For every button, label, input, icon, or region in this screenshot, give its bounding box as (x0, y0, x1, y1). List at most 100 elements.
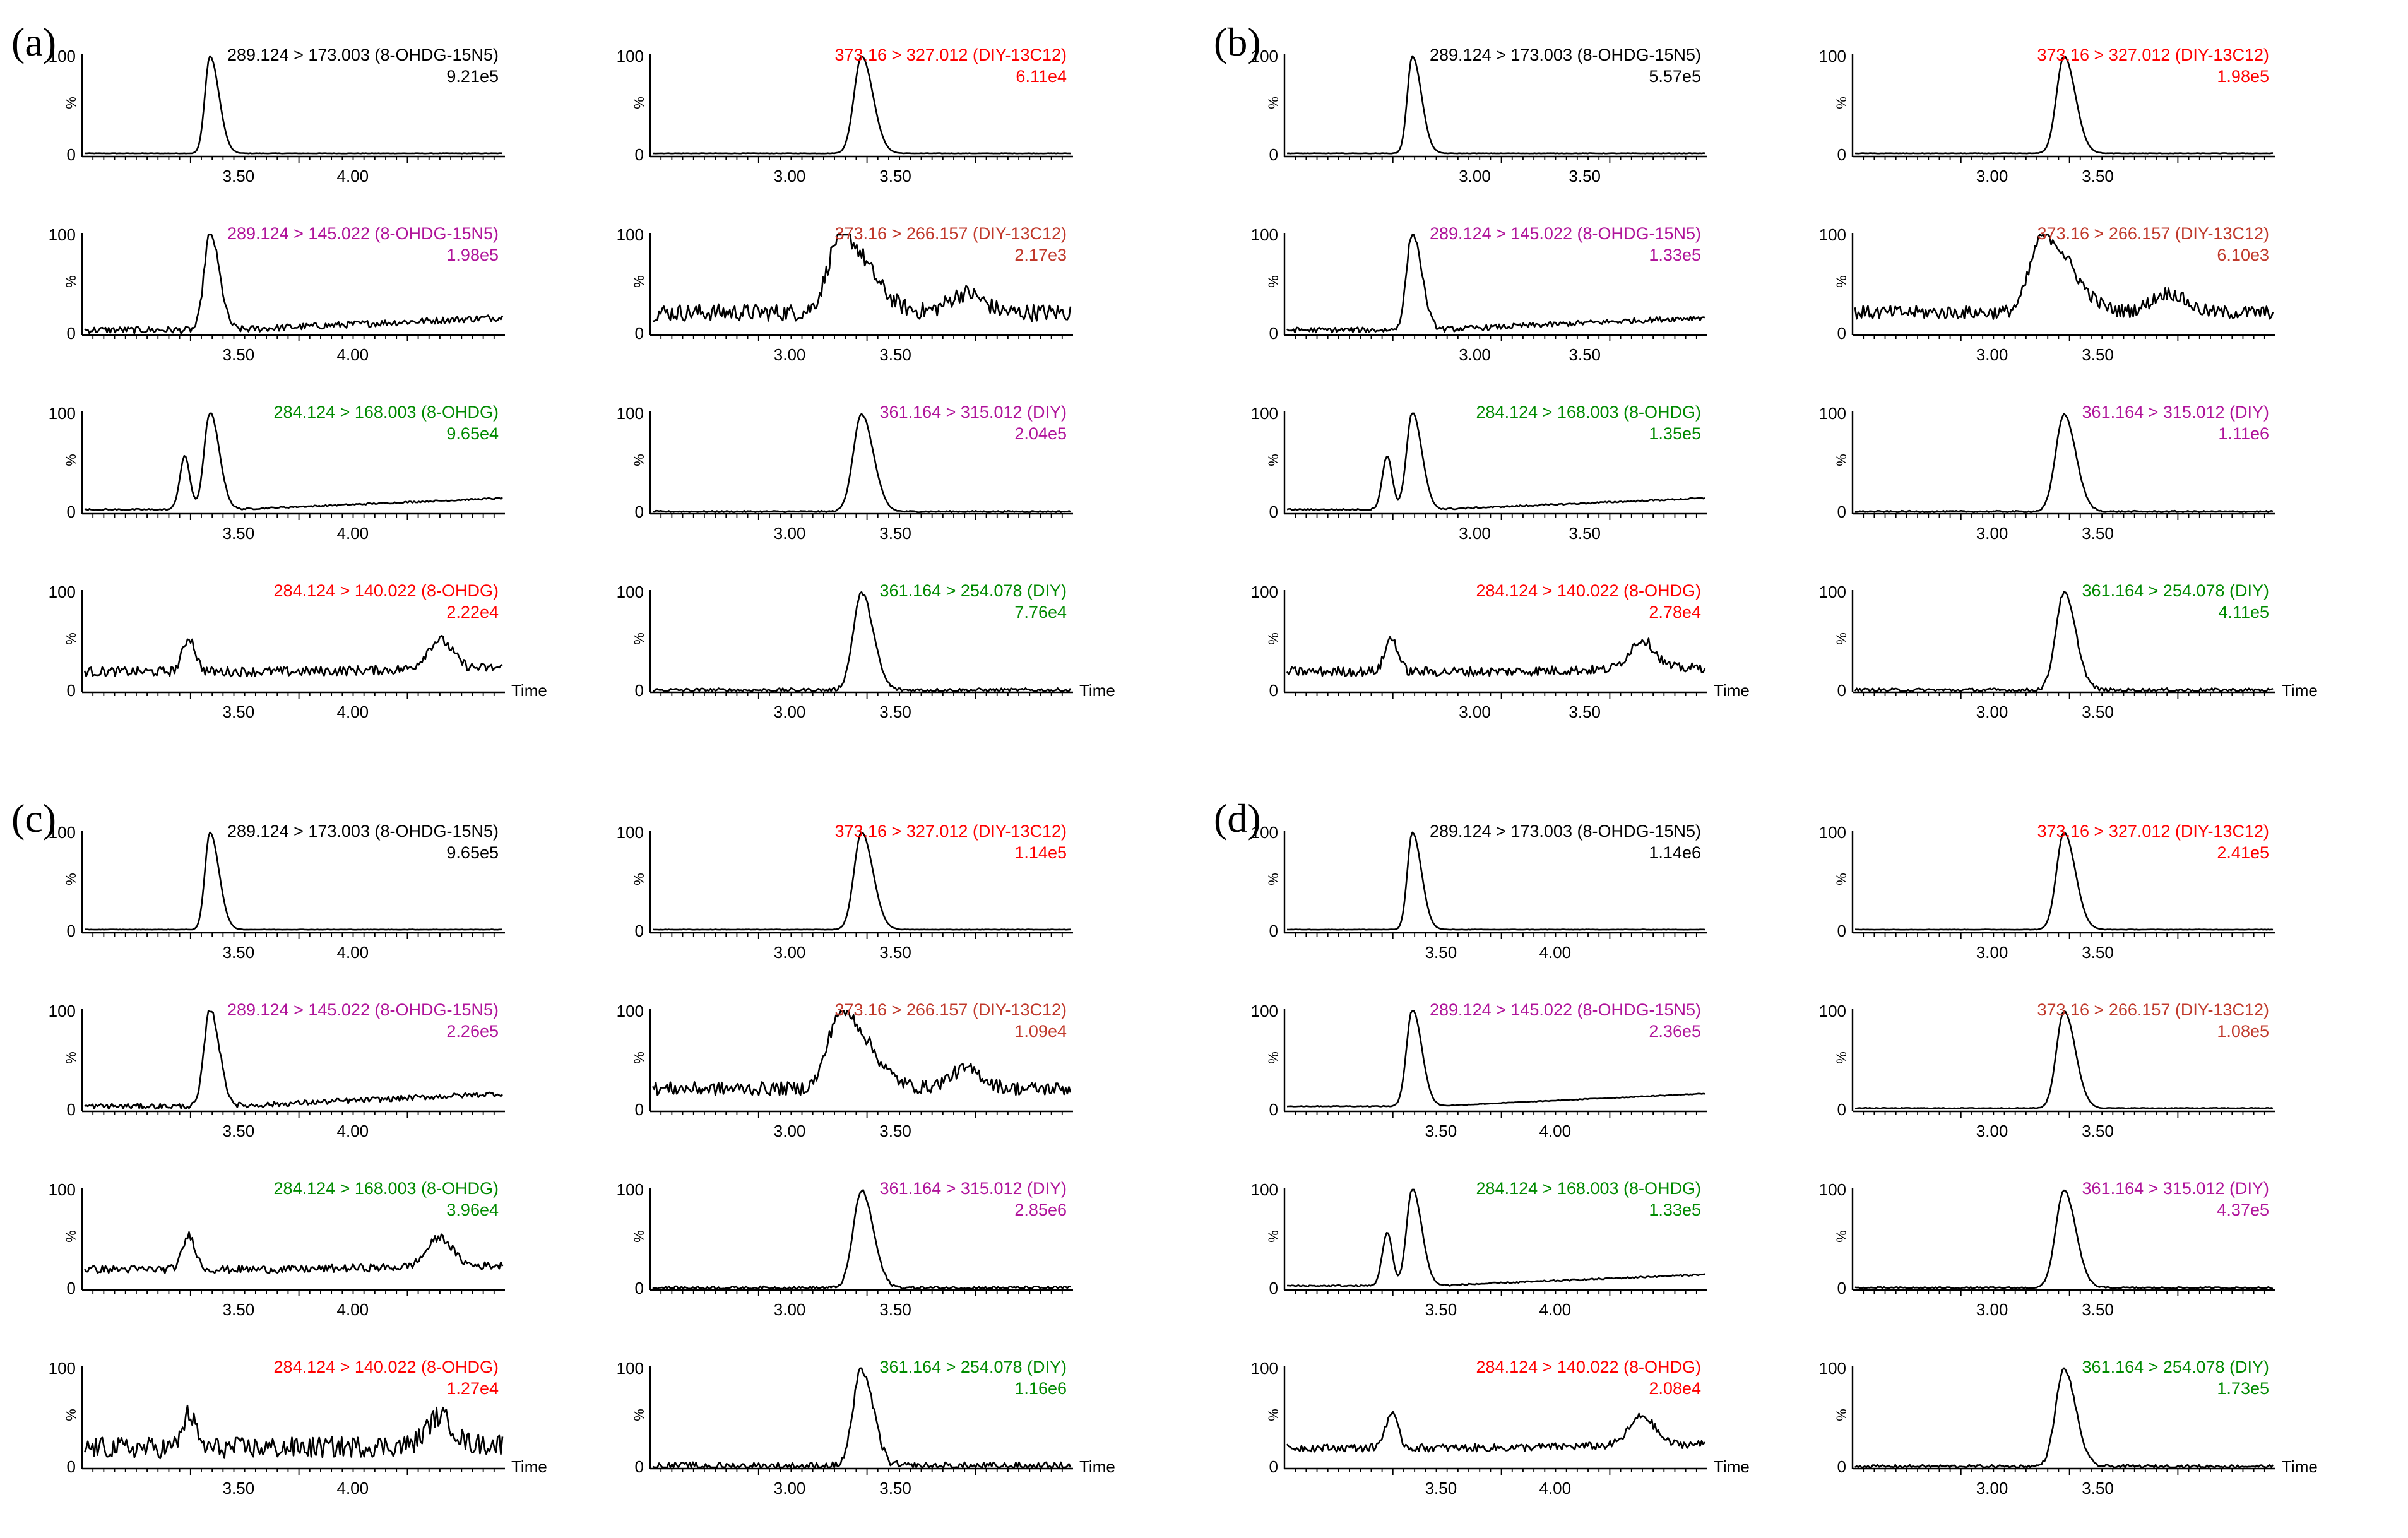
y-tick-label: 0 (1269, 324, 1278, 343)
y-tick-label: 0 (1837, 1279, 1846, 1298)
x-tick-label: 3.50 (223, 345, 255, 364)
y-tick-label: 100 (1251, 1359, 1278, 1378)
y-axis-label: % (631, 275, 647, 288)
x-tick-label: 3.50 (879, 1121, 911, 1140)
y-tick-label: 0 (1837, 921, 1846, 940)
y-tick-label: 100 (49, 404, 76, 423)
chromatogram-trace (1854, 591, 2274, 692)
y-tick-label: 0 (635, 1100, 644, 1119)
intensity-label: 2.04e5 (1014, 424, 1067, 443)
y-axis-label: % (631, 454, 647, 466)
y-axis-label: % (63, 632, 79, 645)
x-tick-label: 3.50 (2082, 1479, 2114, 1498)
y-tick-label: 0 (67, 921, 76, 940)
y-tick-label: 0 (67, 1457, 76, 1476)
x-axis-title: Time (1714, 681, 1750, 700)
x-tick-label: 4.00 (336, 1300, 369, 1319)
y-axis-label: % (631, 632, 647, 645)
transition-label: 289.124 > 173.003 (8-OHDG-15N5) (1430, 45, 1701, 64)
y-tick-label: 0 (1269, 1457, 1278, 1476)
x-tick-label: 3.00 (774, 943, 806, 962)
x-tick-label: 3.50 (2082, 1300, 2114, 1319)
chromatogram-subplot: 100 0% 3.50 4.00 289.124 > 145.022 (8-OHDG-1… (49, 1000, 505, 1140)
y-tick-label: 100 (617, 583, 644, 601)
y-tick-label: 0 (635, 1457, 644, 1476)
y-tick-label: 0 (635, 502, 644, 521)
x-tick-label: 3.50 (2082, 345, 2114, 364)
y-axis-label: % (1834, 1230, 1849, 1243)
x-tick-label: 3.50 (879, 345, 911, 364)
y-axis-label: % (63, 1051, 79, 1064)
y-axis-label: % (1834, 873, 1849, 885)
x-tick-label: 3.00 (774, 1479, 806, 1498)
intensity-label: 9.65e5 (446, 843, 499, 862)
x-tick-label: 3.50 (2082, 702, 2114, 721)
chromatogram-trace (652, 234, 1072, 322)
transition-label: 289.124 > 145.022 (8-OHDG-15N5) (227, 1000, 499, 1019)
x-tick-label: 3.00 (1976, 345, 2008, 364)
x-tick-label: 3.50 (223, 702, 255, 721)
y-tick-label: 100 (1251, 225, 1278, 244)
y-tick-label: 100 (49, 225, 76, 244)
x-tick-label: 4.00 (336, 1479, 369, 1498)
x-tick-label: 3.00 (774, 1121, 806, 1140)
chromatogram-trace (84, 1010, 503, 1110)
y-tick-label: 100 (1251, 1002, 1278, 1020)
x-tick-label: 4.00 (1539, 1121, 1571, 1140)
x-tick-label: 3.50 (223, 1300, 255, 1319)
y-axis-label: % (63, 275, 79, 288)
intensity-label: 2.36e5 (1649, 1022, 1701, 1041)
x-tick-label: 4.00 (1539, 943, 1571, 962)
transition-label: 284.124 > 168.003 (8-OHDG) (274, 1179, 499, 1198)
y-axis-label: % (631, 1409, 647, 1421)
y-tick-label: 100 (1819, 1180, 1846, 1199)
chromatogram-trace (1286, 412, 1705, 511)
y-axis-label: % (1834, 1409, 1849, 1421)
x-tick-label: 3.00 (1976, 702, 2008, 721)
y-tick-label: 0 (1837, 1457, 1846, 1476)
intensity-label: 1.09e4 (1014, 1022, 1067, 1041)
intensity-label: 1.27e4 (446, 1379, 499, 1398)
chromatogram-subplot: 100 0% 3.00 3.50 373.16 > 266.157 (DIY-13C12… (1819, 224, 2275, 364)
y-tick-label: 0 (1269, 681, 1278, 700)
chromatogram-trace (1286, 1411, 1706, 1453)
chromatogram-subplot: 100 0% 3.50 4.00 Time 284.124 > 140.022 (8-OH… (1251, 1358, 1750, 1498)
chromatogram-subplot: 100 0% 3.50 4.00 289.124 > 145.022 (8-OHDG-1… (1251, 1000, 1707, 1140)
y-tick-label: 0 (67, 1279, 76, 1298)
y-tick-label: 100 (617, 1180, 644, 1199)
intensity-label: 7.76e4 (1014, 603, 1067, 622)
y-tick-label: 100 (1251, 47, 1278, 66)
y-tick-label: 0 (635, 1279, 644, 1298)
intensity-label: 9.65e4 (446, 424, 499, 443)
chromatogram-trace (1286, 1010, 1705, 1108)
transition-label: 284.124 > 140.022 (8-OHDG) (274, 1358, 499, 1376)
x-tick-label: 4.00 (1539, 1300, 1571, 1319)
transition-label: 284.124 > 140.022 (8-OHDG) (1476, 1358, 1701, 1376)
y-tick-label: 0 (635, 324, 644, 343)
chromatogram-trace (652, 831, 1071, 931)
y-axis-label: % (1266, 1409, 1281, 1421)
y-axis-label: % (63, 1409, 79, 1421)
chromatogram-subplot: 100 0% 3.00 3.50 Time 284.124 > 140.022 (8-OH… (1251, 581, 1750, 721)
chromatogram-subplot: 100 0% 3.00 3.50 361.164 > 315.012 (DIY) 1.11… (1819, 403, 2275, 543)
y-tick-label: 0 (1837, 502, 1846, 521)
intensity-label: 9.21e5 (446, 67, 499, 86)
chromatogram-trace (84, 234, 504, 334)
chromatogram-trace (1854, 1189, 2274, 1289)
y-tick-label: 100 (1819, 823, 1846, 842)
transition-label: 289.124 > 173.003 (8-OHDG-15N5) (227, 822, 499, 841)
x-tick-label: 3.50 (879, 1479, 911, 1498)
chromatogram-subplot: 100 0% 3.00 3.50 Time 361.164 > 254.078 (DIY)… (1819, 581, 2318, 721)
y-tick-label: 0 (635, 921, 644, 940)
chromatogram-trace (84, 55, 503, 155)
chromatogram-trace (83, 1231, 504, 1274)
y-tick-label: 0 (1269, 921, 1278, 940)
chromatogram-subplot: 100 0% 3.00 3.50 361.164 > 315.012 (DIY) 4.37… (1819, 1179, 2275, 1319)
y-tick-label: 0 (67, 1100, 76, 1119)
y-tick-label: 0 (635, 145, 644, 164)
panel-label: (a) (11, 20, 56, 64)
x-tick-label: 4.00 (336, 167, 369, 186)
x-axis-title: Time (511, 681, 547, 700)
x-tick-label: 3.50 (879, 167, 911, 186)
intensity-label: 6.11e4 (1016, 67, 1067, 86)
